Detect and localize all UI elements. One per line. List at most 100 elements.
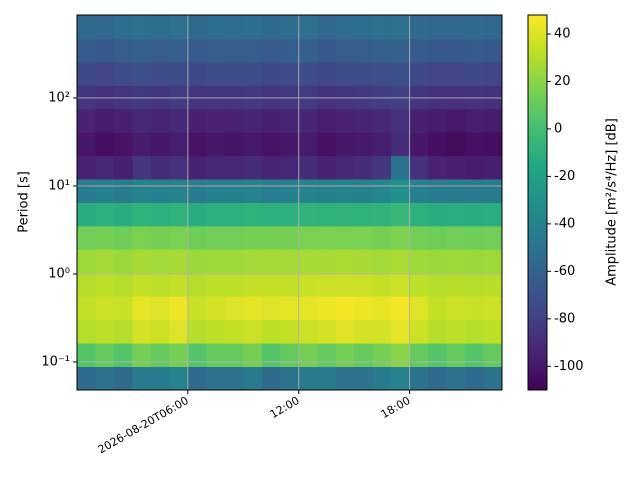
heatmap-cell	[280, 366, 300, 391]
heatmap-cell	[224, 343, 244, 367]
heatmap-cell	[428, 61, 448, 86]
heatmap-cell	[317, 202, 337, 227]
heatmap-cell	[77, 15, 96, 39]
heatmap-cell	[206, 15, 226, 39]
heatmap-cell	[298, 343, 318, 367]
heatmap-cell	[298, 249, 318, 274]
heatmap-cell	[483, 132, 503, 157]
heatmap-cell	[169, 319, 189, 344]
heatmap-cell	[261, 225, 281, 250]
heatmap-cell	[354, 343, 374, 367]
heatmap-cell	[409, 343, 429, 367]
heatmap-cell	[298, 85, 318, 110]
heatmap-cell	[409, 272, 429, 297]
heatmap-cell	[95, 366, 115, 391]
heatmap-cell	[335, 249, 355, 274]
heatmap-cell	[77, 108, 96, 133]
heatmap-cell	[409, 38, 429, 63]
heatmap-cell	[391, 155, 411, 180]
heatmap-cell	[335, 202, 355, 227]
heatmap-cell	[317, 38, 337, 63]
heatmap-cell	[95, 15, 115, 39]
heatmap-cell	[391, 85, 411, 110]
heatmap-cell	[483, 249, 503, 274]
heatmap-cell	[483, 343, 503, 367]
heatmap-cell	[465, 132, 485, 157]
heatmap-cell	[113, 155, 133, 180]
heatmap-cell	[150, 272, 170, 297]
heatmap-cell	[483, 272, 503, 297]
heatmap-cell	[150, 61, 170, 86]
heatmap-cell	[335, 225, 355, 250]
heatmap-cell	[113, 132, 133, 157]
heatmap-cell	[95, 319, 115, 344]
heatmap-cell	[446, 296, 466, 321]
heatmap-cell	[465, 296, 485, 321]
heatmap-cell	[150, 296, 170, 321]
heatmap-cell	[317, 225, 337, 250]
heatmap-cell	[77, 61, 96, 86]
heatmap-cell	[483, 179, 503, 203]
heatmap-cell	[391, 249, 411, 274]
colorbar	[527, 14, 548, 391]
heatmap-cell	[354, 38, 374, 63]
heatmap-cell	[409, 85, 429, 110]
heatmap-cell	[428, 15, 448, 39]
heatmap-cell	[354, 366, 374, 391]
heatmap-cell	[224, 85, 244, 110]
heatmap-cell	[391, 108, 411, 133]
heatmap-cell	[206, 179, 226, 203]
heatmap-cell	[446, 179, 466, 203]
heatmap-cell	[372, 249, 392, 274]
heatmap-cell	[391, 296, 411, 321]
heatmap-cell	[446, 272, 466, 297]
heatmap-cell	[298, 155, 318, 180]
heatmap-cell	[335, 343, 355, 367]
heatmap-cell	[317, 249, 337, 274]
heatmap-cell	[354, 155, 374, 180]
heatmap-cell	[206, 132, 226, 157]
heatmap-cell	[409, 202, 429, 227]
heatmap-cell	[261, 108, 281, 133]
heatmap-cell	[243, 202, 263, 227]
heatmap-cell	[428, 38, 448, 63]
heatmap-cell	[150, 132, 170, 157]
heatmap-cell	[243, 272, 263, 297]
heatmap-cell	[483, 296, 503, 321]
heatmap-cell	[187, 225, 207, 250]
heatmap-cell	[465, 249, 485, 274]
heatmap-cell	[150, 366, 170, 391]
heatmap-cell	[261, 202, 281, 227]
heatmap-cell	[335, 85, 355, 110]
heatmap-cell	[317, 155, 337, 180]
heatmap-cell	[243, 155, 263, 180]
heatmap-cell	[132, 108, 152, 133]
heatmap-cell	[132, 38, 152, 63]
heatmap-cell	[391, 132, 411, 157]
heatmap-cell	[261, 366, 281, 391]
y-tick-label: 10⁻¹	[41, 354, 70, 369]
heatmap-cell	[446, 61, 466, 86]
heatmap-cell	[187, 249, 207, 274]
heatmap-cell	[483, 61, 503, 86]
heatmap-cell	[150, 38, 170, 63]
heatmap-cell	[243, 85, 263, 110]
heatmap-cell	[169, 296, 189, 321]
heatmap-cell	[169, 38, 189, 63]
heatmap-cell	[298, 15, 318, 39]
heatmap-cell	[446, 249, 466, 274]
heatmap-cell	[95, 296, 115, 321]
heatmap-cell	[261, 15, 281, 39]
heatmap-cell	[280, 249, 300, 274]
heatmap-cell	[77, 179, 96, 203]
heatmap-cell	[113, 319, 133, 344]
heatmap-cell	[206, 108, 226, 133]
heatmap-cell	[224, 61, 244, 86]
heatmap-cell	[206, 296, 226, 321]
heatmap-cell	[187, 202, 207, 227]
heatmap-cell	[95, 108, 115, 133]
heatmap-cell	[243, 343, 263, 367]
heatmap-cell	[77, 272, 96, 297]
heatmap-cell	[243, 249, 263, 274]
heatmap-cell	[224, 225, 244, 250]
